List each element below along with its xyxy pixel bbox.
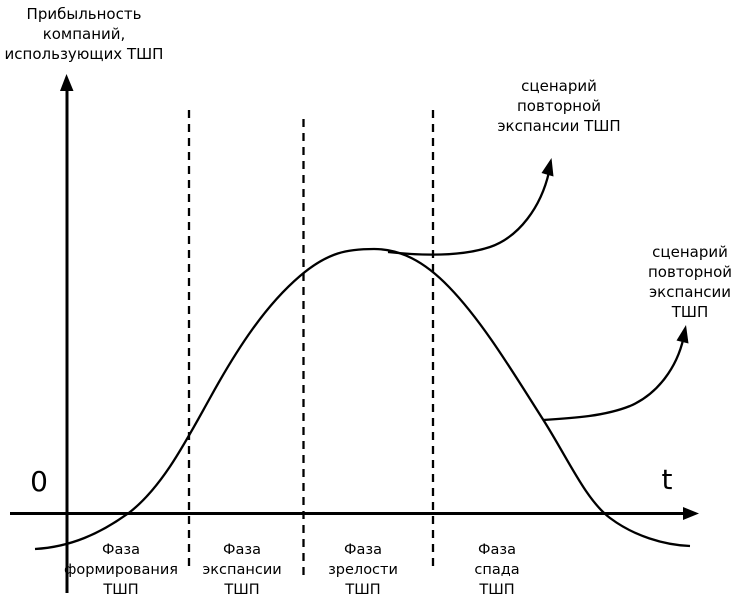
phase-label-maturity: Фаза зрелости ТШП bbox=[328, 542, 398, 598]
x-axis-arrow-icon bbox=[683, 507, 699, 520]
lifecycle-curve bbox=[34, 247, 691, 551]
reexpansion-branch-1 bbox=[387, 171, 551, 256]
origin-label: 0 bbox=[30, 465, 48, 498]
phase-label-expansion: Фаза экспансии ТШП bbox=[202, 542, 282, 598]
reexpansion-branch-2-arrow-icon bbox=[676, 325, 689, 344]
y-axis-title: Прибыльность компаний, использующих ТШП bbox=[4, 5, 164, 63]
reexpansion-branch-1-arrow-icon bbox=[541, 158, 554, 177]
phase-label-formation: Фаза формирования ТШП bbox=[64, 542, 178, 598]
annotation-reexpansion-1: сценарий повторной экспансии ТШП bbox=[497, 77, 621, 135]
y-axis-arrow-icon bbox=[60, 74, 74, 91]
reexpansion-branch-2 bbox=[542, 337, 685, 422]
phase-label-decline: Фаза спада ТШП bbox=[474, 542, 520, 598]
x-axis-title: t bbox=[661, 463, 673, 496]
annotation-reexpansion-2: сценарий повторной экспансии ТШП bbox=[648, 243, 732, 321]
